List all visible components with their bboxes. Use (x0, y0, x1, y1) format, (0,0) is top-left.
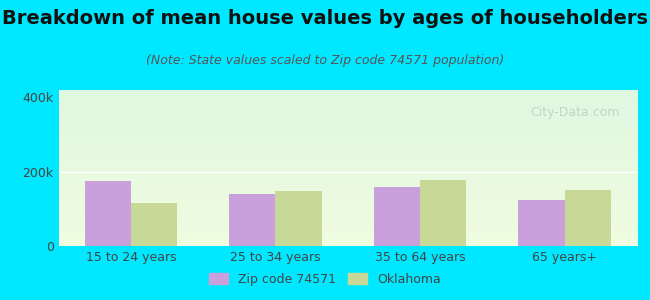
Bar (84, 181, 131, 246)
Text: City-Data.com: City-Data.com (530, 106, 619, 118)
Text: Breakdown of mean house values by ages of householders: Breakdown of mean house values by ages o… (2, 9, 648, 28)
Bar (229, 194, 276, 246)
Legend: Zip code 74571, Oklahoma: Zip code 74571, Oklahoma (204, 268, 446, 291)
Bar (374, 187, 420, 246)
Bar (131, 203, 177, 246)
Text: (Note: State values scaled to Zip code 74571 population): (Note: State values scaled to Zip code 7… (146, 54, 504, 67)
Bar (276, 191, 322, 246)
Bar (420, 180, 466, 246)
Bar (565, 190, 611, 246)
Bar (519, 200, 565, 246)
